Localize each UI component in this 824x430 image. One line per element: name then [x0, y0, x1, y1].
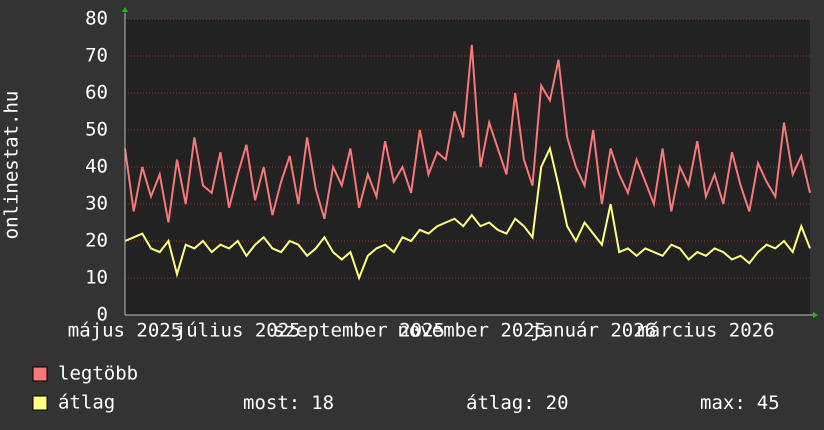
y-tick-label: 0 [97, 304, 108, 326]
stat-value: 18 [311, 392, 334, 414]
x-tick-label: július 2025 [175, 320, 301, 342]
axis-arrow [813, 312, 818, 318]
legend-label: legtöbb [58, 363, 138, 385]
y-tick-label: 20 [85, 230, 108, 252]
stat-label: most: [243, 392, 300, 414]
y-tick-label: 10 [85, 267, 108, 289]
series-line [124, 44, 811, 223]
y-axis-label: onlinestat.hu [1, 91, 23, 240]
y-tick-label: 60 [85, 82, 108, 104]
y-tick-label: 40 [85, 156, 108, 178]
legend-swatch [32, 395, 48, 411]
x-tick-label: március 2026 [637, 320, 774, 342]
series-line [124, 145, 811, 281]
axis-arrow [122, 7, 128, 12]
legend-swatch [32, 366, 48, 382]
stat-value: 20 [546, 392, 569, 414]
stat-value: 45 [757, 392, 780, 414]
y-tick-label: 80 [85, 8, 108, 30]
stat: max: 45 [700, 392, 780, 414]
stat-label: max: [700, 392, 746, 414]
y-tick-label: 70 [85, 45, 108, 67]
stat: átlag: 20 [466, 392, 569, 414]
stat-label: átlag: [466, 392, 535, 414]
y-tick-label: 50 [85, 119, 108, 141]
x-tick-label: január 2026 [530, 320, 656, 342]
stat: most: 18 [243, 392, 334, 414]
x-tick-label: november 2025 [397, 320, 546, 342]
x-tick-label: szeptember 2025 [273, 320, 445, 342]
legend-label: átlag [58, 392, 115, 414]
y-tick-label: 30 [85, 193, 108, 215]
x-tick-label: május 2025 [68, 320, 182, 342]
